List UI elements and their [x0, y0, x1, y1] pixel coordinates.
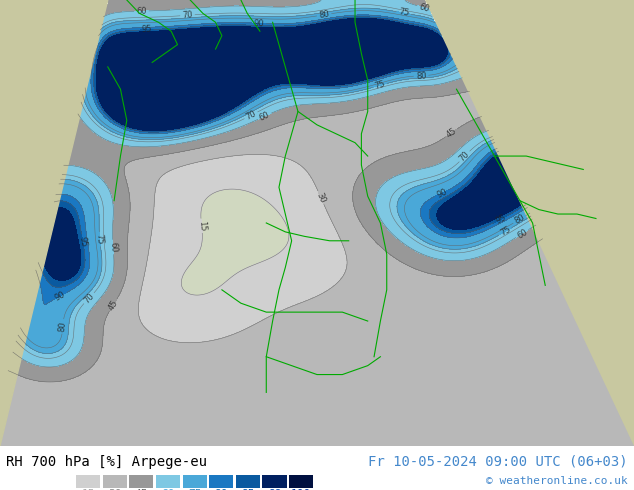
Text: 95: 95 — [494, 213, 507, 226]
Polygon shape — [0, 0, 108, 446]
Text: 80: 80 — [513, 213, 526, 226]
Text: 60: 60 — [161, 489, 175, 490]
Text: 60: 60 — [418, 2, 430, 13]
Text: Fr 10-05-2024 09:00 UTC (06+03): Fr 10-05-2024 09:00 UTC (06+03) — [368, 455, 628, 469]
Bar — [289, 475, 313, 488]
Bar — [262, 475, 287, 488]
Text: © weatheronline.co.uk: © weatheronline.co.uk — [486, 476, 628, 486]
Text: 75: 75 — [94, 233, 105, 245]
Text: 75: 75 — [373, 80, 386, 91]
Text: 70: 70 — [182, 10, 193, 20]
Text: 90: 90 — [214, 489, 228, 490]
Text: 80: 80 — [58, 320, 68, 332]
Text: 75: 75 — [398, 7, 410, 18]
Text: 80: 80 — [415, 71, 427, 80]
Polygon shape — [425, 0, 634, 446]
Text: 60: 60 — [108, 242, 118, 253]
Text: 75: 75 — [188, 489, 202, 490]
Text: RH 700 hPa [%] Arpege-eu: RH 700 hPa [%] Arpege-eu — [6, 455, 207, 469]
Text: 70: 70 — [82, 291, 96, 305]
Text: 60: 60 — [258, 110, 271, 122]
Text: 70: 70 — [244, 109, 258, 122]
Text: 60: 60 — [515, 227, 529, 240]
Bar — [129, 475, 153, 488]
Bar — [209, 475, 233, 488]
Polygon shape — [0, 0, 108, 446]
Text: 15: 15 — [197, 220, 207, 231]
Text: 100: 100 — [291, 489, 311, 490]
Text: 95: 95 — [77, 236, 88, 247]
Bar — [236, 475, 260, 488]
Text: 75: 75 — [498, 225, 512, 238]
Text: 90: 90 — [254, 19, 264, 28]
Bar — [76, 475, 100, 488]
Text: 60: 60 — [136, 6, 147, 16]
Bar — [183, 475, 207, 488]
Text: 30: 30 — [108, 489, 122, 490]
Text: 90: 90 — [435, 187, 448, 199]
Text: 95: 95 — [241, 489, 255, 490]
Text: 45: 45 — [134, 489, 148, 490]
Text: 90: 90 — [54, 290, 67, 302]
Text: 80: 80 — [318, 9, 330, 20]
Text: 45: 45 — [444, 126, 458, 140]
Text: 30: 30 — [314, 191, 327, 204]
Text: 45: 45 — [107, 298, 120, 312]
Text: 15: 15 — [81, 489, 95, 490]
Text: 70: 70 — [458, 149, 472, 163]
Bar — [103, 475, 127, 488]
Bar — [156, 475, 180, 488]
Text: 99: 99 — [268, 489, 281, 490]
Text: 95: 95 — [141, 25, 152, 34]
